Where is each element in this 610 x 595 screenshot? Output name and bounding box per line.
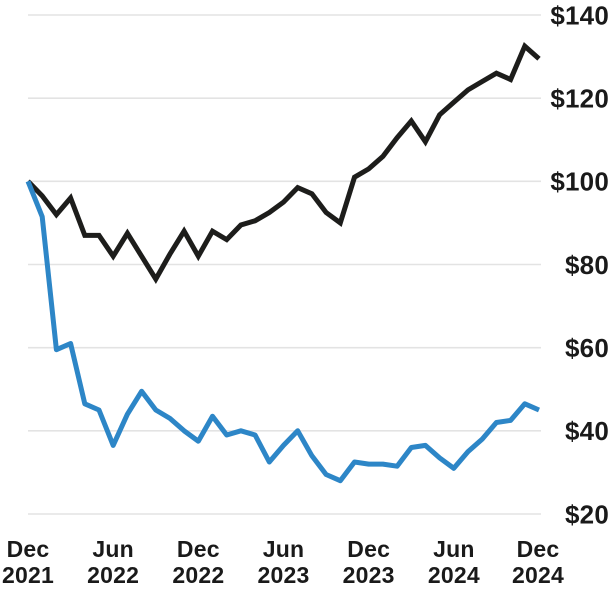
x-axis-tick-year: 2021: [2, 562, 54, 588]
y-axis-label: $80: [565, 250, 609, 280]
y-axis-label: $120: [550, 84, 609, 114]
x-axis-tick-year: 2024: [428, 562, 480, 588]
y-axis-labels: $20 $40 $60 $80 $100 $120 $140: [550, 0, 609, 529]
x-axis-labels: Dec2021Jun2022Dec2022Jun2023Dec2023Jun20…: [2, 536, 564, 588]
y-axis-label: $140: [550, 0, 609, 30]
gridlines: [28, 14, 541, 515]
black-series-line: [26, 42, 541, 285]
blue-series-line: [25, 180, 541, 484]
x-axis-tick-year: 2023: [343, 562, 395, 588]
x-axis-tick-year: 2022: [172, 562, 224, 588]
x-axis-tick-month: Dec: [177, 536, 220, 562]
x-axis-tick-month: Jun: [433, 536, 475, 562]
x-axis-tick-month: Jun: [263, 536, 305, 562]
x-axis-tick-month: Dec: [347, 536, 390, 562]
x-axis-tick-month: Jun: [92, 536, 134, 562]
y-axis-label: $60: [565, 333, 609, 363]
y-axis-label: $40: [565, 416, 609, 446]
y-axis-label: $20: [565, 499, 609, 529]
x-axis-tick-month: Dec: [517, 536, 560, 562]
series-lines: [25, 42, 541, 484]
x-axis-tick-year: 2024: [512, 562, 564, 588]
x-axis-tick-year: 2022: [87, 562, 139, 588]
y-axis-label: $100: [550, 167, 609, 197]
x-axis-tick-year: 2023: [258, 562, 310, 588]
x-axis-tick-month: Dec: [7, 536, 50, 562]
